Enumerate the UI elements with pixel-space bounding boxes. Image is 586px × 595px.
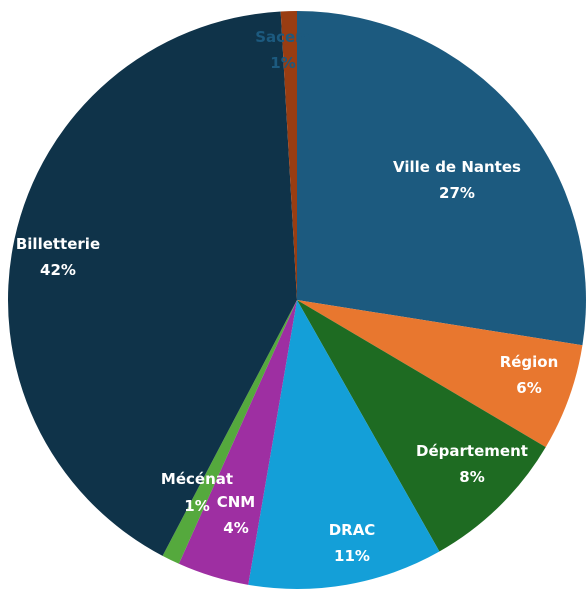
- pie-slice-sacem: [280, 10, 297, 300]
- slice-percent-ville-de-nantes: 27%: [439, 184, 475, 202]
- pie-slice-billetterie: [7, 11, 298, 556]
- slices-layer: [7, 10, 586, 589]
- slice-percent-sacem: 1%: [270, 54, 295, 72]
- slice-label-mecenat: Mécénat: [161, 470, 233, 488]
- slice-percent-mecenat: 1%: [184, 497, 209, 515]
- slice-label-ville-de-nantes: Ville de Nantes: [393, 158, 521, 176]
- pie-slice-drac: [248, 300, 440, 589]
- slice-label-cnm: CNM: [217, 493, 256, 511]
- labels-layer: Ville de Nantes 27% Région 6% Département 8% D…: [16, 28, 558, 565]
- pie-slice-departement: [297, 300, 546, 552]
- pie-slice-ville-de-nantes: [297, 11, 586, 346]
- slice-label-region: Région: [500, 353, 559, 371]
- pie-slice-region: [297, 300, 583, 448]
- pie-slice-cnm: [178, 300, 297, 585]
- slice-label-sacem: Sacem: [255, 28, 311, 46]
- slice-percent-departement: 8%: [459, 468, 484, 486]
- pie-slice-mecenat: [162, 300, 297, 564]
- slice-label-billetterie: Billetterie: [16, 235, 100, 253]
- slice-percent-drac: 11%: [334, 547, 370, 565]
- slice-percent-region: 6%: [516, 379, 541, 397]
- slice-percent-cnm: 4%: [223, 519, 248, 537]
- slice-percent-billetterie: 42%: [40, 261, 76, 279]
- slice-label-departement: Département: [416, 442, 528, 460]
- slice-label-drac: DRAC: [329, 521, 376, 539]
